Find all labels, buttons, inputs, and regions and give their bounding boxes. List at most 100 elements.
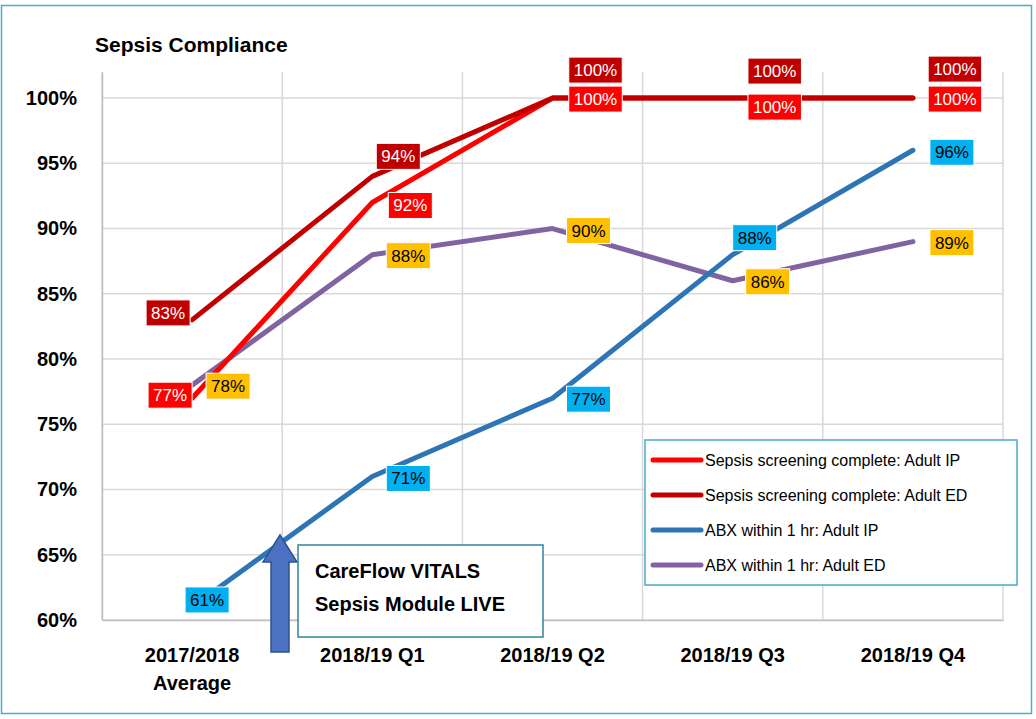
x-tick-label: 2018/19 Q4 [861,644,966,666]
data-label: 88% [733,225,777,251]
legend-box [645,440,1017,585]
data-label-box [148,382,192,408]
y-axis: 60%65%70%75%80%85%90%95%100% [26,73,103,631]
legend-item: ABX within 1 hr: Adult ED [653,557,886,574]
data-label: 88% [386,243,430,269]
data-label-text: 77% [571,390,605,409]
data-label-box [930,139,974,165]
grid-line [102,619,1003,621]
data-label-text: 83% [151,304,185,323]
data-label-text: 77% [153,386,187,405]
x-tick-label-line: 2018/19 Q3 [680,644,785,666]
y-tick: 60% [37,609,102,631]
chart-border [2,6,1032,714]
x-tick: 2017/2018Average [145,620,240,694]
annotation: CareFlow VITALSSepsis Module LIVE [263,535,543,652]
data-label-text: 78% [211,377,245,396]
data-label: 96% [930,139,974,165]
data-label-box [566,218,610,244]
y-tick-label: 70% [37,478,77,500]
data-label-box [928,86,981,112]
x-tick-label-line: 2018/19 Q1 [320,644,425,666]
x-tick-label: 2017/2018Average [145,644,240,694]
y-tick-label: 65% [37,544,77,566]
data-label-text: 100% [753,98,796,117]
plot-marks [192,98,913,607]
data-label: 71% [386,465,430,491]
data-label-box [748,58,801,84]
x-tick-label-line: Average [153,672,231,694]
chart-title: Sepsis Compliance [95,33,288,56]
grid-line [102,424,1003,426]
grid-line [102,163,1003,165]
data-label: 89% [930,230,974,256]
annotation-arrow [263,535,297,652]
data-label: 100% [928,86,981,112]
series-line [192,150,913,607]
grid [102,72,1003,620]
y-tick: 85% [37,283,102,305]
y-tick-label: 100% [26,87,77,109]
data-label-text: 100% [933,60,976,79]
data-label-box [386,465,430,491]
data-label-box [746,269,790,295]
y-tick-label: 75% [37,413,77,435]
data-label-box [928,56,981,82]
data-label-box [146,300,190,326]
x-tick-label: 2018/19 Q1 [320,644,425,666]
data-labels: 77%92%100%100%100%83%94%100%100%100%61%7… [146,56,982,613]
data-label-box [569,57,622,83]
data-label: 77% [148,382,192,408]
series-line [192,98,913,398]
x-tick: 2018/19 Q3 [680,620,785,666]
legend-item: Sepsis screening complete: Adult IP [653,452,960,469]
data-label-box [733,225,777,251]
data-label-text: 88% [391,247,425,266]
annotation-text-line: CareFlow VITALS [315,560,480,582]
data-label-text: 88% [738,229,772,248]
x-tick: 2018/19 Q4 [861,620,966,666]
x-tick-label: 2018/19 Q2 [500,644,605,666]
annotation-text: CareFlow VITALSSepsis Module LIVE [315,560,505,615]
y-tick: 95% [37,152,102,174]
series-line [192,229,913,386]
chart: 60% 65% 70% 75% 80% 85% 90% 95% 100% 2017/2018Ave… [0,0,1036,719]
y-tick: 65% [37,544,102,566]
annotation-box [298,545,543,637]
data-label-box [185,587,229,613]
x-axis-line [103,620,1004,622]
grid-line [102,358,1003,360]
y-tick: 70% [37,478,102,500]
data-label-box [566,386,610,412]
legend-label: ABX within 1 hr: Adult ED [705,557,886,574]
legend-label: Sepsis screening complete: Adult IP [705,452,960,469]
data-label-box [376,143,420,169]
data-label-text: 71% [391,469,425,488]
data-label: 77% [566,386,610,412]
data-label: 78% [206,373,250,399]
data-label: 100% [748,94,801,120]
legend-swatch [653,528,701,533]
data-label-text: 92% [393,196,427,215]
data-label-box [206,373,250,399]
category-divider [101,72,103,620]
data-label: 90% [566,218,610,244]
data-label-box [748,94,801,120]
data-label: 100% [928,56,981,82]
legend-swatch [653,493,701,498]
data-label: 92% [388,192,432,218]
y-tick-label: 80% [37,348,77,370]
data-label-text: 100% [574,90,617,109]
legend-swatch [653,563,701,568]
y-tick-label: 60% [37,609,77,631]
x-tick-label: 2018/19 Q3 [680,644,785,666]
legend: Sepsis screening complete: Adult IP Sepsi… [645,440,1017,585]
data-label-box [386,243,430,269]
series-line [192,98,913,320]
data-label-box [930,230,974,256]
data-label-text: 94% [381,147,415,166]
data-label-text: 100% [933,90,976,109]
legend-label: ABX within 1 hr: Adult IP [705,522,878,539]
legend-item: Sepsis screening complete: Adult ED [653,487,967,504]
data-label-text: 100% [753,62,796,81]
